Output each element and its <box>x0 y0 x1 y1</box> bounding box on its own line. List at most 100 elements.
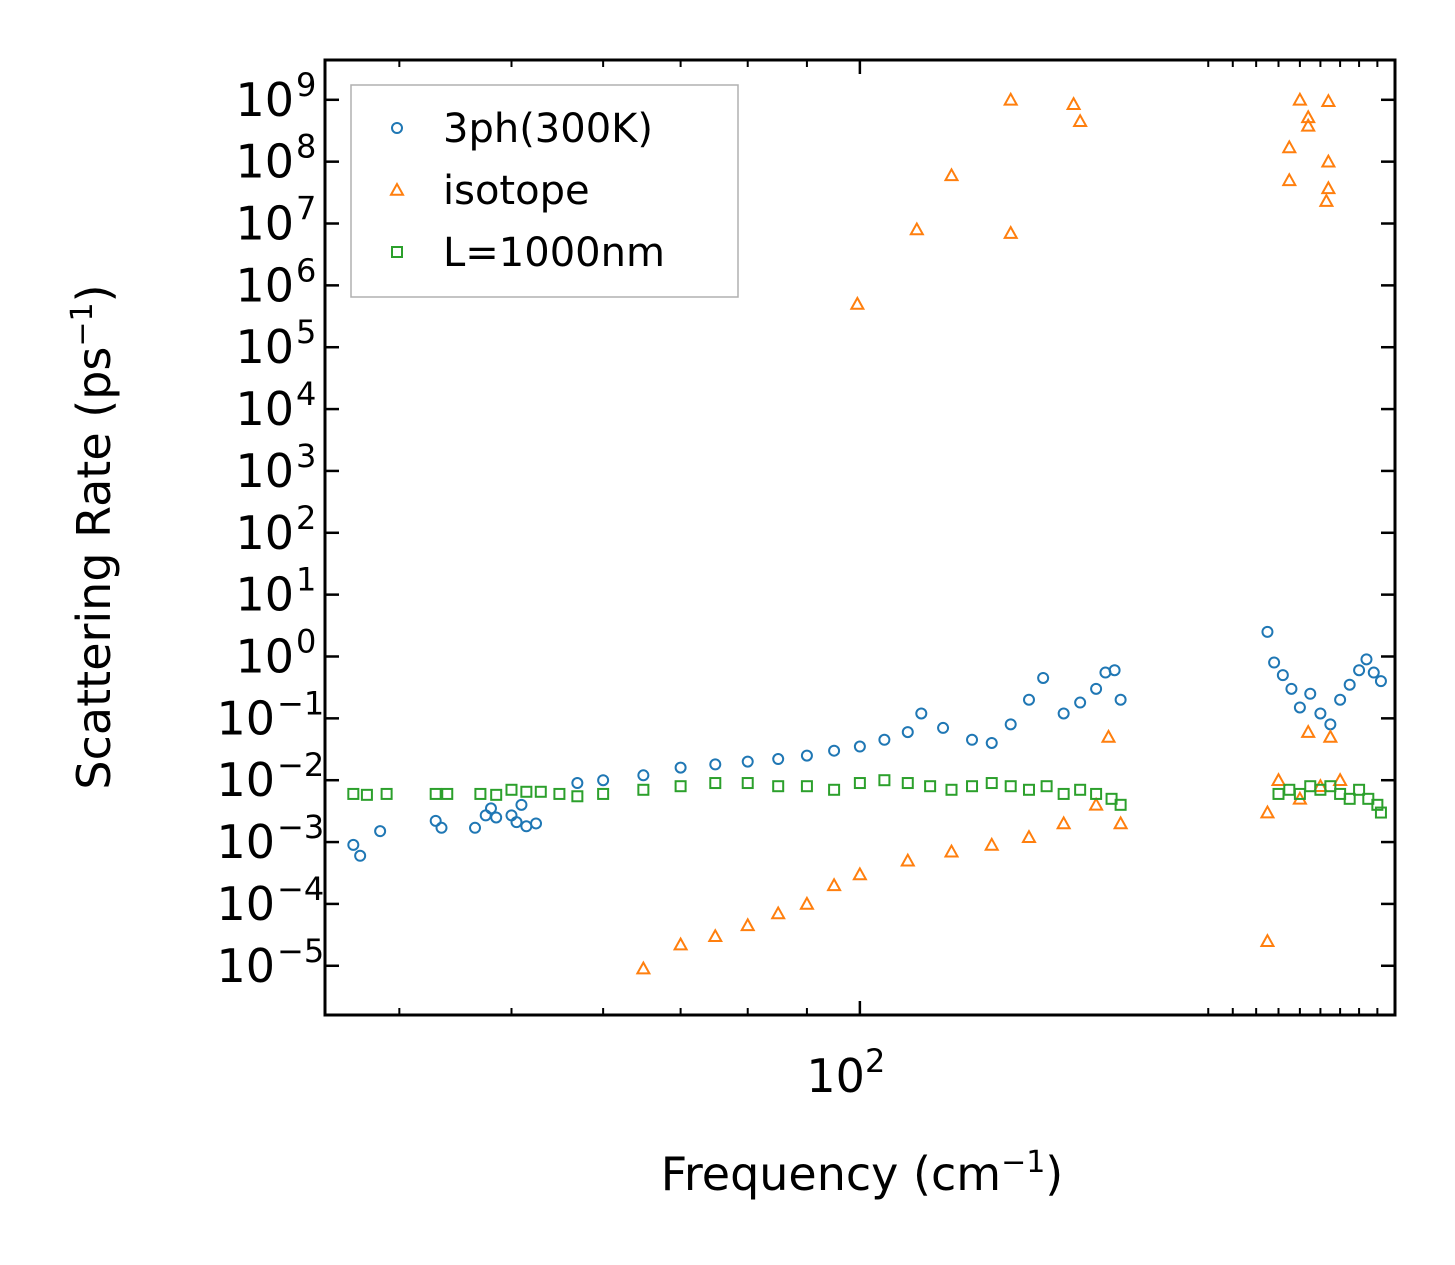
data-point <box>1090 682 1103 695</box>
data-point <box>1324 780 1337 793</box>
data-point <box>901 777 914 790</box>
data-point <box>429 787 442 800</box>
data-point <box>878 774 891 787</box>
legend: 3ph(300K) isotope L=1000nm <box>350 84 739 298</box>
data-point <box>1300 109 1316 124</box>
y-tick-label: 109 <box>235 66 316 127</box>
data-point <box>520 785 533 798</box>
x-axis-ticks: 102 <box>398 60 1396 1103</box>
data-point <box>1293 787 1306 800</box>
data-point <box>945 783 958 796</box>
data-point <box>1343 678 1356 691</box>
legend-box <box>350 84 739 298</box>
data-point <box>943 167 960 182</box>
data-point <box>1114 798 1127 811</box>
data-point <box>674 761 687 774</box>
data-point <box>1300 724 1316 738</box>
data-point <box>853 777 866 790</box>
data-point <box>1259 804 1276 819</box>
data-point <box>474 787 487 800</box>
data-point <box>1112 815 1129 830</box>
data-point <box>709 758 722 771</box>
data-point <box>1100 728 1117 743</box>
series-l-1000nm <box>347 774 1387 819</box>
data-point <box>435 821 448 834</box>
data-point <box>490 788 503 801</box>
y-tick-label: 10−3 <box>216 808 324 869</box>
data-point <box>347 838 360 851</box>
data-point <box>740 917 756 932</box>
data-point <box>1021 829 1037 843</box>
data-point <box>1004 780 1017 793</box>
data-point <box>849 295 866 310</box>
data-point <box>1353 664 1366 677</box>
data-point <box>597 787 610 800</box>
data-point <box>484 802 497 815</box>
data-point <box>1320 93 1337 107</box>
y-tick-label: 107 <box>235 190 316 251</box>
data-point <box>1371 798 1384 811</box>
data-point <box>900 852 916 867</box>
data-point <box>360 788 373 801</box>
y-axis-label: Scattering Rate (ps−1) <box>65 284 121 789</box>
data-point <box>709 777 722 790</box>
data-point <box>1304 687 1317 700</box>
y-tick-label: 108 <box>235 128 316 189</box>
data-point <box>741 777 754 790</box>
data-point <box>707 928 723 943</box>
data-point <box>852 866 868 881</box>
data-point <box>1037 671 1050 684</box>
data-point <box>924 780 937 793</box>
data-point <box>1108 664 1121 677</box>
data-point <box>534 785 547 798</box>
legend-label: 3ph(300K) <box>443 106 653 152</box>
data-point <box>915 707 928 720</box>
data-point <box>828 783 841 796</box>
data-point <box>1300 117 1316 132</box>
data-point <box>374 825 387 838</box>
y-tick-label: 10−1 <box>216 684 324 745</box>
data-point <box>1353 783 1366 796</box>
data-point <box>1114 693 1127 706</box>
data-point <box>1367 666 1380 679</box>
legend-marker-circle <box>391 122 403 134</box>
series-3ph-300k- <box>347 625 1387 862</box>
data-point <box>800 780 813 793</box>
data-point <box>510 816 523 829</box>
data-point <box>1320 153 1337 168</box>
series-layer <box>347 91 1387 975</box>
data-point <box>505 783 518 796</box>
data-point <box>1090 787 1103 800</box>
data-point <box>1022 783 1035 796</box>
data-point <box>985 777 998 790</box>
data-point <box>1318 193 1335 207</box>
series-isotope <box>635 91 1348 975</box>
y-tick-label: 100 <box>235 622 316 683</box>
legend-label: L=1000nm <box>443 230 665 276</box>
data-point <box>1320 180 1337 195</box>
data-point <box>1374 675 1387 688</box>
data-point <box>800 749 813 762</box>
data-point <box>1057 787 1070 800</box>
data-point <box>530 817 543 830</box>
data-point <box>1285 682 1298 695</box>
data-point <box>637 783 650 796</box>
data-point <box>1343 792 1356 805</box>
data-point <box>597 774 610 787</box>
data-point <box>515 798 528 811</box>
data-point <box>772 780 785 793</box>
data-point <box>1074 783 1087 796</box>
y-tick-label: 10−2 <box>216 746 324 807</box>
y-tick-label: 103 <box>235 437 316 498</box>
legend-items: 3ph(300K) isotope L=1000nm <box>389 106 665 276</box>
data-point <box>1074 696 1087 709</box>
data-point <box>901 726 914 739</box>
data-point <box>1314 707 1327 720</box>
data-point <box>637 769 650 782</box>
data-point <box>674 780 687 793</box>
data-point <box>1259 933 1276 947</box>
data-point <box>1088 796 1104 811</box>
data-point <box>937 721 950 734</box>
data-point <box>772 753 785 766</box>
